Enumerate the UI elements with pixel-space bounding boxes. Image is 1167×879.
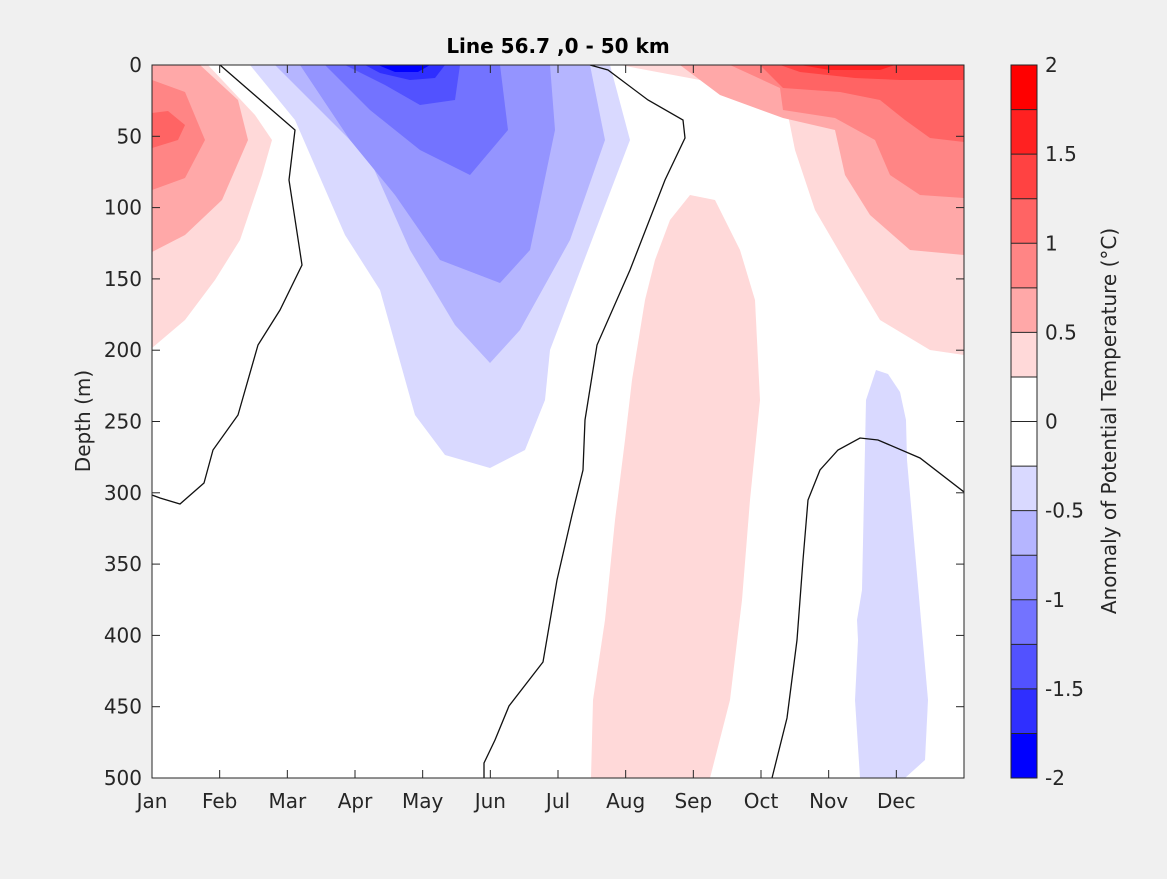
colorbar-tick-label: 0.5 (1045, 320, 1077, 344)
y-axis-label: Depth (m) (71, 370, 95, 472)
colorbar-segment (1011, 376, 1037, 422)
colorbar-tick-label: 1 (1045, 231, 1058, 255)
x-tick-label: Dec (877, 789, 916, 813)
y-tick-label: 150 (104, 267, 142, 291)
y-tick-label: 50 (117, 124, 142, 148)
colorbar-tick-label: 2 (1045, 53, 1058, 77)
colorbar-segment (1011, 466, 1037, 512)
y-tick-label: 400 (104, 623, 142, 647)
chart-title: Line 56.7 ,0 - 50 km (446, 34, 669, 58)
zero-contour-line (771, 437, 964, 778)
cold-region-spring (250, 65, 630, 468)
colorbar: 2 1.5 1 0.5 0 -0.5 -1 -1.5 -2 (1011, 53, 1084, 790)
x-tick-label: Jul (544, 789, 570, 813)
colorbar-segment (1011, 421, 1037, 467)
x-tick-label: Jun (473, 789, 506, 813)
colorbar-tick-label: -1 (1045, 588, 1065, 612)
x-tick-label: Nov (809, 789, 848, 813)
warm-region-jan (152, 65, 272, 348)
colorbar-segment (1011, 154, 1037, 200)
colorbar-tick-label: -2 (1045, 766, 1065, 790)
colorbar-segment (1011, 109, 1037, 155)
x-tick-label: Apr (338, 789, 373, 813)
x-tick-label: Oct (744, 789, 779, 813)
contour-fills (152, 65, 964, 778)
colorbar-frame (1010, 64, 1038, 779)
x-tick-label: Feb (202, 789, 237, 813)
y-tick-label: 250 (104, 410, 142, 434)
x-tick-label: Aug (606, 789, 645, 813)
cold-region-deep (855, 370, 928, 778)
warm-region-autumn (620, 65, 964, 355)
zero-contour-line (483, 65, 686, 778)
x-tick-label: Sep (674, 789, 712, 813)
colorbar-segment (1011, 510, 1037, 556)
colorbar-tick-label: 1.5 (1045, 142, 1077, 166)
colorbar-tick-label: 0 (1045, 410, 1058, 434)
x-axis: Jan Feb Mar Apr May Jun Jul Aug Sep Oct Nov Dec (135, 65, 916, 813)
colorbar-segment (1011, 599, 1037, 645)
colorbar-tick-label: -1.5 (1045, 677, 1084, 701)
colorbar-segment (1011, 733, 1037, 779)
colorbar-segment (1011, 688, 1037, 734)
y-tick-label: 450 (104, 695, 142, 719)
y-tick-label: 200 (104, 338, 142, 362)
warm-region-deep (591, 195, 760, 778)
colorbar-tick-label: -0.5 (1045, 499, 1084, 523)
y-tick-label: 0 (129, 53, 142, 77)
colorbar-segment (1011, 65, 1037, 111)
zero-contour-line (152, 65, 303, 505)
colorbar-segment (1011, 644, 1037, 690)
y-tick-label: 500 (104, 766, 142, 790)
x-tick-label: Jan (135, 789, 168, 813)
y-axis: 0 50 100 150 200 250 300 350 400 450 500 (104, 53, 964, 790)
colorbar-label: Anomaly of Potential Temperature (°C) (1097, 228, 1121, 614)
y-tick-label: 300 (104, 481, 142, 505)
colorbar-segment (1011, 332, 1037, 378)
y-tick-label: 100 (104, 196, 142, 220)
x-tick-label: May (402, 789, 444, 813)
y-tick-label: 350 (104, 552, 142, 576)
x-tick-label: Mar (268, 789, 307, 813)
colorbar-segment (1011, 243, 1037, 289)
colorbar-segment (1011, 555, 1037, 601)
colorbar-segment (1011, 198, 1037, 244)
colorbar-segment (1011, 287, 1037, 333)
